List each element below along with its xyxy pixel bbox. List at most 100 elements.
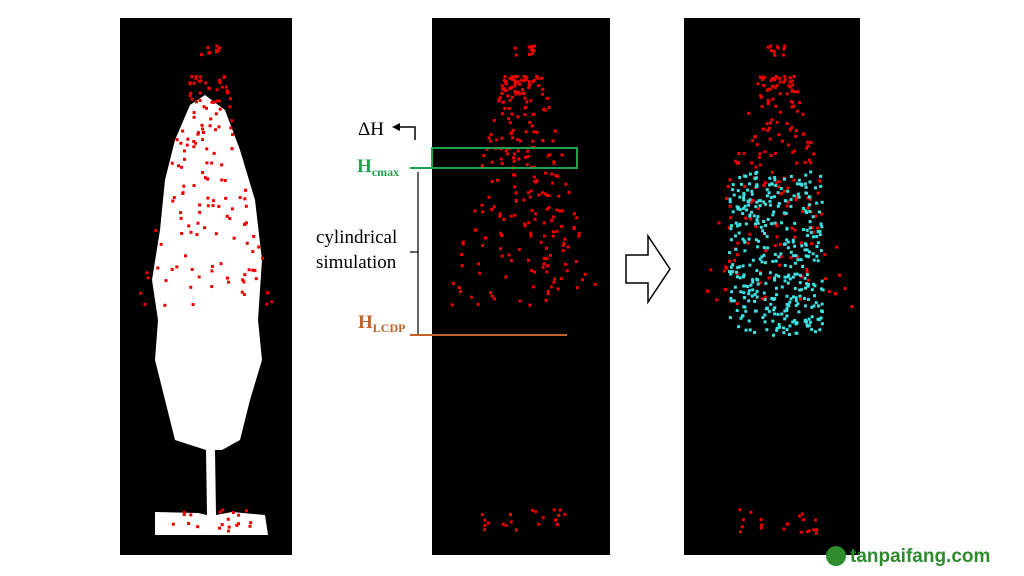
point xyxy=(801,265,805,269)
point xyxy=(775,328,779,332)
point xyxy=(794,134,798,138)
point xyxy=(785,238,789,242)
point xyxy=(217,204,221,208)
point xyxy=(242,280,246,284)
point xyxy=(810,315,814,319)
point xyxy=(787,333,791,337)
point xyxy=(802,132,806,136)
point xyxy=(785,328,789,332)
arrow-head xyxy=(392,123,400,131)
point xyxy=(748,232,752,236)
point xyxy=(759,526,763,530)
point xyxy=(755,143,759,147)
point xyxy=(807,203,811,207)
point xyxy=(750,210,754,214)
point xyxy=(798,101,802,105)
point xyxy=(581,278,585,282)
point xyxy=(785,226,789,230)
point xyxy=(763,298,767,302)
point xyxy=(769,154,773,158)
point xyxy=(806,140,810,144)
point xyxy=(736,207,740,211)
point xyxy=(791,238,795,242)
point xyxy=(753,299,757,303)
point xyxy=(764,181,768,185)
point xyxy=(742,191,746,195)
point xyxy=(787,84,791,88)
point xyxy=(507,253,511,257)
point xyxy=(782,331,786,335)
point xyxy=(765,122,769,126)
point xyxy=(775,224,779,228)
point xyxy=(802,296,806,300)
point xyxy=(758,163,762,167)
point xyxy=(525,163,529,167)
point xyxy=(232,236,236,240)
point xyxy=(179,211,183,215)
point xyxy=(170,267,174,271)
point xyxy=(773,178,777,182)
point xyxy=(811,230,815,234)
point xyxy=(819,249,823,253)
point xyxy=(593,282,597,286)
point xyxy=(755,170,759,174)
point xyxy=(252,234,256,238)
point xyxy=(761,229,765,233)
point xyxy=(804,185,808,189)
point xyxy=(557,194,561,198)
point xyxy=(738,208,742,212)
point xyxy=(782,80,786,84)
point xyxy=(564,182,568,186)
point xyxy=(546,289,550,293)
point xyxy=(837,273,841,277)
point xyxy=(248,524,252,528)
point xyxy=(799,530,803,534)
point xyxy=(798,297,802,301)
point xyxy=(756,278,760,282)
point xyxy=(244,188,248,192)
point xyxy=(747,289,751,293)
point xyxy=(197,131,201,135)
point xyxy=(783,263,787,267)
point xyxy=(737,161,741,165)
point xyxy=(545,246,549,250)
point xyxy=(731,210,735,214)
point xyxy=(542,262,546,266)
point xyxy=(244,204,248,208)
point xyxy=(785,522,789,526)
point xyxy=(764,224,768,228)
point xyxy=(509,520,513,524)
point xyxy=(514,198,518,202)
point xyxy=(744,309,748,313)
point xyxy=(767,309,771,313)
point xyxy=(728,178,732,182)
point xyxy=(749,217,753,221)
point xyxy=(203,226,207,230)
point xyxy=(776,191,780,195)
point xyxy=(231,511,235,515)
point xyxy=(742,198,746,202)
point xyxy=(777,180,781,184)
point xyxy=(737,151,741,155)
point xyxy=(731,188,735,192)
point xyxy=(746,188,750,192)
point xyxy=(756,245,760,249)
point xyxy=(771,333,775,337)
point xyxy=(805,323,809,327)
point xyxy=(510,112,514,116)
point xyxy=(179,141,183,145)
point xyxy=(200,53,204,57)
point xyxy=(484,236,488,240)
point xyxy=(738,265,742,269)
h-cmax-label: Hcmax xyxy=(357,156,399,179)
point xyxy=(799,258,803,262)
point xyxy=(229,126,233,130)
point xyxy=(808,320,812,324)
point xyxy=(820,302,824,306)
point xyxy=(820,225,824,229)
point xyxy=(806,297,810,301)
point xyxy=(792,254,796,258)
point-cloud xyxy=(139,44,854,535)
point xyxy=(783,279,787,283)
point xyxy=(176,164,180,168)
